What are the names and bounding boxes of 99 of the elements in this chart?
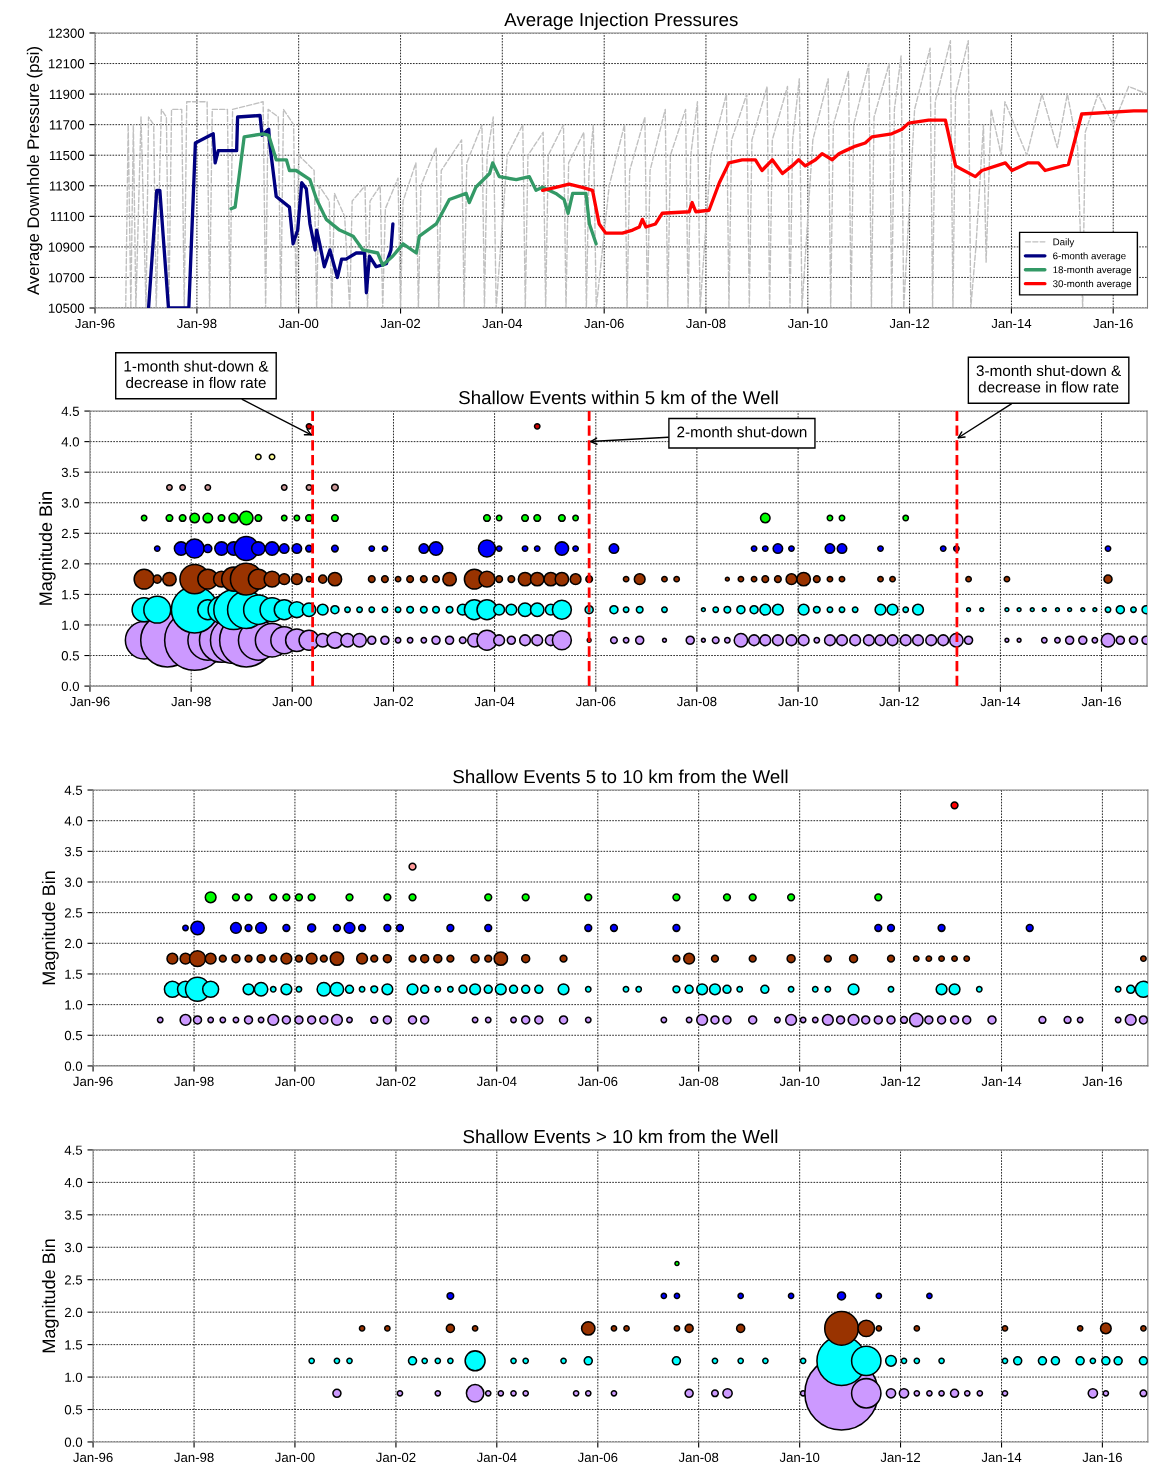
x-tick-label: Jan-08	[678, 1076, 719, 1087]
y-tick-label: 4.5	[61, 406, 79, 416]
legend-label: 18-month average	[1053, 266, 1132, 276]
x-tick-label: Jan-04	[474, 696, 515, 707]
y-tick-label: 2.5	[64, 1275, 83, 1285]
y-tick-label: 3.0	[64, 1242, 83, 1253]
x-tick-label: Jan-06	[584, 318, 624, 329]
y-tick-label: 4.0	[61, 437, 80, 447]
x-tick-label: Jan-16	[1081, 696, 1122, 707]
x-tick-label: Jan-16	[1082, 1452, 1122, 1463]
x-tick-label: Jan-02	[373, 696, 413, 707]
y-tick-label: 1.0	[62, 620, 80, 630]
y-tick-label: 4.5	[64, 785, 83, 795]
x-tick-label: Jan-02	[380, 318, 421, 329]
x-tick-label: Jan-14	[981, 1076, 1022, 1087]
annotation: 3-month shut-down & decrease in flow rate	[976, 364, 1121, 393]
x-tick-label: Jan-12	[879, 696, 919, 707]
x-tick-label: Jan-00	[278, 318, 319, 329]
y-tick-label: 3.5	[61, 467, 79, 478]
y-tick-label: 0.0	[61, 681, 80, 691]
chart-title: Shallow Events 5 to 10 km from the Well	[453, 769, 788, 784]
y-tick-label: 2.5	[64, 908, 83, 918]
x-tick-label: Jan-96	[70, 696, 110, 707]
chart-title: Shallow Events within 5 km of the Well	[459, 390, 778, 405]
x-tick-label: Jan-06	[577, 1076, 618, 1087]
x-tick-label: Jan-04	[476, 1076, 517, 1087]
x-tick-label: Jan-04	[476, 1452, 517, 1463]
y-axis-title: Average Downhole Pressure (psi)	[26, 47, 43, 295]
y-tick-label: 1.0	[65, 1000, 83, 1010]
y-tick-label: 2.0	[61, 559, 80, 569]
y-tick-label: 0.5	[64, 1405, 83, 1415]
x-tick-label: Jan-12	[889, 318, 930, 329]
y-tick-label: 0.0	[64, 1061, 83, 1071]
y-axis-title: Magnitude Bin	[41, 1239, 59, 1353]
y-tick-label: 0.0	[64, 1437, 83, 1447]
y-tick-label: 11700	[49, 120, 85, 130]
y-tick-label: 1.5	[62, 590, 79, 600]
chart-title: Shallow Events > 10 km from the Well	[463, 1129, 778, 1144]
x-tick-label: Jan-14	[991, 318, 1032, 329]
y-tick-label: 11300	[49, 181, 85, 191]
y-tick-label: 11900	[49, 89, 85, 100]
y-tick-label: 12300	[48, 28, 85, 38]
y-tick-label: 1.5	[65, 1340, 83, 1350]
x-tick-label: Jan-04	[482, 318, 523, 329]
x-tick-label: Jan-10	[779, 1452, 820, 1463]
x-tick-label: Jan-16	[1093, 318, 1133, 329]
y-tick-label: 1.5	[65, 969, 83, 979]
x-tick-label: Jan-98	[174, 1452, 214, 1463]
y-tick-label: 4.0	[64, 816, 83, 826]
x-tick-label: Jan-06	[575, 696, 616, 707]
y-tick-label: 3.0	[61, 498, 80, 508]
legend-label: 30-month average	[1053, 280, 1132, 290]
x-tick-label: Jan-10	[778, 696, 818, 707]
y-tick-label: 3.5	[64, 846, 83, 857]
x-tick-label: Jan-02	[375, 1076, 416, 1087]
x-tick-label: Jan-10	[787, 318, 828, 329]
x-tick-label: Jan-16	[1082, 1076, 1122, 1087]
x-tick-label: Jan-98	[176, 318, 217, 329]
x-tick-label: Jan-10	[779, 1076, 820, 1087]
x-tick-label: Jan-08	[676, 696, 717, 707]
x-tick-label: Jan-06	[577, 1452, 618, 1463]
x-tick-label: Jan-12	[880, 1452, 921, 1463]
y-tick-label: 0.5	[64, 1030, 83, 1041]
annotation: 2-month shut-down	[677, 426, 807, 438]
y-tick-label: 11100	[50, 211, 85, 222]
y-axis-title: Magnitude Bin	[41, 871, 59, 985]
x-tick-label: Jan-96	[73, 1076, 113, 1087]
x-tick-label: Jan-00	[274, 1452, 315, 1463]
x-tick-label: Jan-12	[880, 1076, 921, 1087]
y-tick-label: 2.0	[64, 938, 83, 949]
y-tick-label: 0.5	[61, 651, 79, 661]
x-tick-label: Jan-00	[272, 696, 312, 707]
x-tick-label: Jan-08	[678, 1452, 719, 1463]
y-tick-label: 2.5	[61, 528, 79, 539]
chart-title: Average Injection Pressures	[504, 12, 738, 30]
y-tick-label: 11500	[49, 150, 85, 161]
legend-label: Daily	[1053, 238, 1075, 248]
x-tick-label: Jan-96	[73, 1452, 113, 1463]
y-tick-label: 10700	[48, 273, 85, 283]
x-tick-label: Jan-98	[171, 696, 211, 707]
annotation: 1-month shut-down & decrease in flow rate	[124, 360, 269, 389]
y-tick-label: 1.0	[65, 1372, 83, 1382]
legend-label: 6-month average	[1053, 252, 1126, 262]
x-tick-label: Jan-14	[981, 1452, 1022, 1463]
y-tick-label: 4.0	[64, 1177, 83, 1188]
y-tick-label: 3.0	[64, 877, 83, 887]
x-tick-label: Jan-08	[685, 318, 726, 329]
y-tick-label: 12100	[48, 59, 85, 69]
x-tick-label: Jan-00	[274, 1076, 315, 1087]
y-tick-label: 10900	[48, 242, 85, 252]
y-tick-label: 4.5	[64, 1145, 83, 1155]
y-tick-label: 10500	[48, 303, 85, 313]
x-tick-label: Jan-14	[980, 696, 1021, 707]
y-axis-title: Magnitude Bin	[38, 492, 56, 605]
y-tick-label: 3.5	[64, 1210, 83, 1220]
y-tick-label: 2.0	[64, 1307, 83, 1318]
x-tick-label: Jan-96	[75, 318, 115, 329]
x-tick-label: Jan-02	[375, 1452, 416, 1463]
x-tick-label: Jan-98	[174, 1076, 214, 1087]
